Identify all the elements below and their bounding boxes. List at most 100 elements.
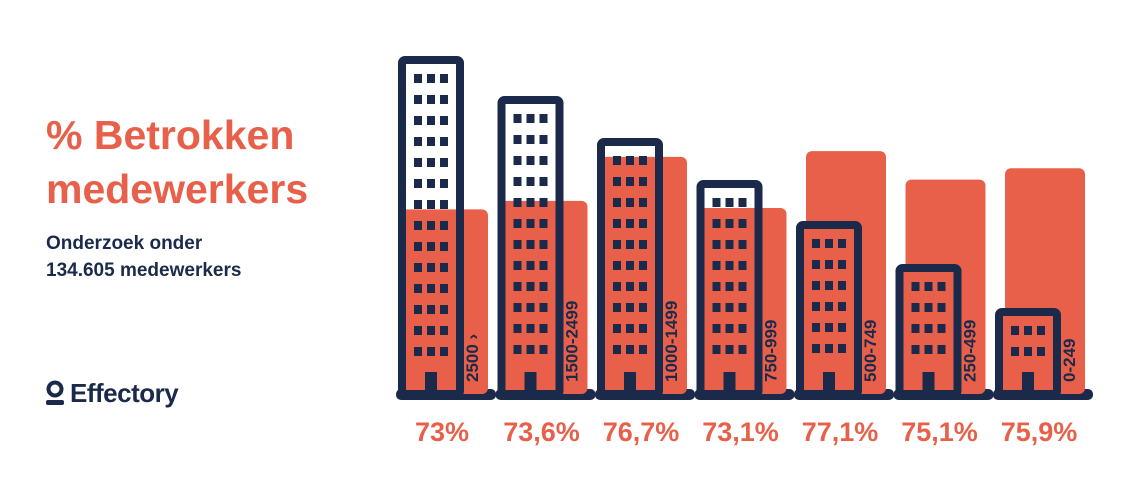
window (937, 282, 946, 291)
window (526, 261, 535, 270)
window (712, 219, 721, 228)
subtitle-line-2: 134.605 medewerkers (46, 260, 242, 281)
window (440, 263, 448, 272)
window (738, 345, 747, 354)
window (427, 95, 435, 104)
window (725, 282, 734, 291)
window (526, 156, 535, 165)
window (513, 324, 522, 333)
window (712, 282, 721, 291)
window (440, 158, 448, 167)
window (725, 324, 734, 333)
window (414, 95, 422, 104)
window (639, 345, 647, 354)
window (613, 282, 621, 291)
window (712, 324, 721, 333)
category-label: 250-499 (961, 320, 980, 382)
window (526, 219, 535, 228)
window (725, 219, 734, 228)
window (414, 137, 422, 146)
window (825, 281, 833, 290)
window (526, 345, 535, 354)
value-label: 73,1% (702, 417, 779, 447)
window (725, 345, 734, 354)
window (526, 324, 535, 333)
window (639, 177, 647, 186)
window (738, 219, 747, 228)
window (838, 302, 846, 311)
window (613, 345, 621, 354)
window (539, 198, 548, 207)
door (922, 372, 935, 394)
window (526, 303, 535, 312)
window (626, 219, 634, 228)
window (725, 240, 734, 249)
window (937, 324, 946, 333)
window (440, 74, 448, 83)
window (440, 305, 448, 314)
window (526, 135, 535, 144)
window (613, 156, 621, 165)
window (838, 323, 846, 332)
category-label: 750-999 (762, 320, 781, 382)
window (440, 95, 448, 104)
window (738, 261, 747, 270)
window (440, 179, 448, 188)
window (812, 302, 820, 311)
window (1037, 347, 1045, 356)
window (626, 282, 634, 291)
window (513, 135, 522, 144)
door (524, 372, 537, 394)
window (414, 158, 422, 167)
window (1024, 347, 1032, 356)
window (626, 177, 634, 186)
window (712, 345, 721, 354)
window (712, 240, 721, 249)
window (440, 137, 448, 146)
window (513, 345, 522, 354)
window (526, 240, 535, 249)
window (414, 326, 422, 335)
category-label: 0-249 (1060, 339, 1079, 382)
building-lower-fill (501, 200, 560, 394)
window (526, 114, 535, 123)
window (414, 284, 422, 293)
window (738, 282, 747, 291)
window (427, 263, 435, 272)
window (626, 198, 634, 207)
person-icon (46, 380, 64, 405)
window (712, 261, 721, 270)
window (812, 239, 820, 248)
window (539, 177, 548, 186)
window (613, 324, 621, 333)
window (838, 281, 846, 290)
window (513, 114, 522, 123)
window (613, 177, 621, 186)
window (440, 116, 448, 125)
window (414, 179, 422, 188)
window (414, 347, 422, 356)
door (823, 372, 835, 394)
window (738, 240, 747, 249)
value-label: 73% (415, 417, 469, 447)
window (427, 74, 435, 83)
window (1011, 326, 1019, 335)
window (539, 324, 548, 333)
window (639, 282, 647, 291)
window (513, 240, 522, 249)
window (626, 240, 634, 249)
value-label: 75,9% (1001, 417, 1078, 447)
window (427, 242, 435, 251)
title-line-2: medewerkers (46, 166, 309, 212)
window (427, 200, 435, 209)
window (526, 177, 535, 186)
window (539, 261, 548, 270)
window (825, 260, 833, 269)
window (539, 135, 548, 144)
window (937, 345, 946, 354)
window (924, 303, 933, 312)
door (425, 372, 437, 394)
window (539, 156, 548, 165)
building-icon (497, 96, 564, 398)
window (838, 344, 846, 353)
